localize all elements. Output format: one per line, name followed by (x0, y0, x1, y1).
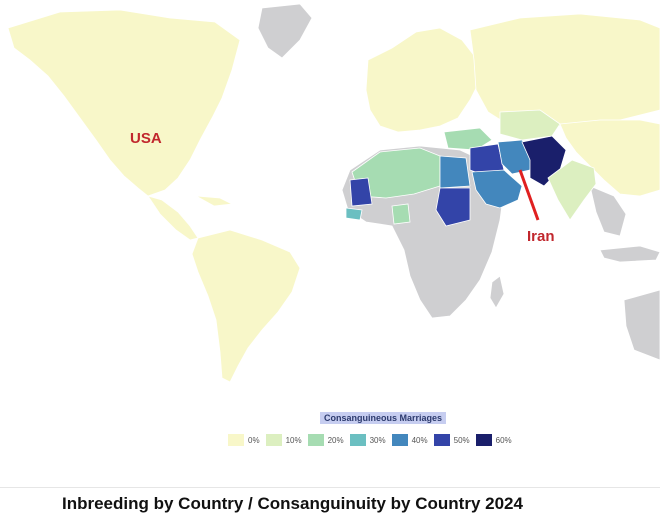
caribbean-region (195, 195, 234, 207)
legend-item-50: 50% (433, 434, 470, 446)
legend-title: Consanguineous Marriages (320, 412, 447, 424)
legend-label: 0% (248, 435, 260, 445)
legend-item-20: 20% (307, 434, 344, 446)
legend: Consanguineous Marriages 0% 10% 20% 30% … (228, 412, 548, 452)
legend-swatch (228, 434, 244, 446)
legend-label: 40% (411, 435, 428, 445)
iran-label: Iran (527, 228, 555, 245)
caption-divider (0, 487, 660, 488)
world-map-svg (7, 3, 660, 383)
west-africa-region (391, 203, 411, 225)
north-america-region (7, 9, 241, 197)
mauritania-region (349, 177, 373, 207)
south-america-region (191, 229, 301, 383)
india-region (547, 159, 597, 221)
legend-label: 60% (495, 435, 512, 445)
legend-item-40: 40% (391, 434, 428, 446)
legend-item-60: 60% (475, 434, 512, 446)
europe-region (365, 27, 481, 133)
turkey-region (443, 127, 493, 151)
legend-swatch (475, 434, 492, 446)
legend-swatch (433, 434, 450, 446)
sudan-region (435, 187, 471, 227)
indonesia-region (599, 245, 660, 263)
legend-label: 50% (453, 435, 470, 445)
russia-region (469, 13, 660, 129)
legend-item-0: 0% (228, 434, 260, 446)
greenland-region (257, 3, 313, 59)
egypt-region (439, 155, 471, 189)
southeast-asia-region (589, 185, 627, 237)
west-coast-region (345, 207, 363, 221)
legend-swatch (307, 434, 324, 446)
australia-region (623, 289, 660, 361)
legend-items: 0% 10% 20% 30% 40% 50% 60% (228, 434, 512, 446)
legend-label: 20% (327, 435, 344, 445)
legend-swatch (265, 434, 282, 446)
iran-arrow (518, 169, 540, 221)
legend-item-30: 30% (349, 434, 386, 446)
arabian-peninsula-region (471, 169, 523, 209)
central-asia-region (499, 109, 561, 141)
legend-swatch (391, 434, 408, 446)
legend-item-10: 10% (265, 434, 302, 446)
usa-label: USA (130, 130, 162, 147)
world-map (7, 3, 660, 383)
madagascar-region (489, 275, 505, 309)
legend-label: 10% (285, 435, 302, 445)
central-america-region (147, 195, 199, 241)
legend-swatch (349, 434, 366, 446)
caption: Inbreeding by Country / Consanguinuity b… (62, 494, 523, 513)
east-asia-region (559, 119, 660, 197)
legend-label: 30% (369, 435, 386, 445)
